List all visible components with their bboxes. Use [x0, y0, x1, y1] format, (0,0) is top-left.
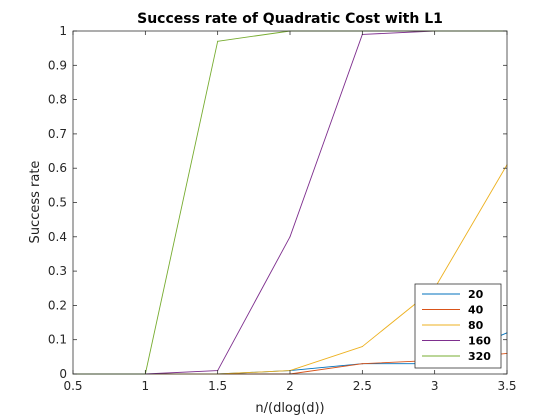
y-tick-label: 0.6	[48, 161, 67, 175]
x-tick-label: 2	[286, 379, 294, 393]
legend-entry-80: 80	[468, 319, 484, 332]
y-tick-label: 0.8	[48, 93, 67, 107]
y-tick-label: 0.9	[48, 58, 67, 72]
legend-entry-40: 40	[468, 304, 484, 317]
ticks-layer: 0.5 1 1.5 2 2.5 3 3.5 0 0.1 0.2 0.3 0.4 0.5 0.6 0.7 0.8…	[48, 24, 517, 393]
y-tick-label: 0.3	[48, 264, 67, 278]
y-tick-label: 0.4	[48, 230, 67, 244]
legend-entry-320: 320	[468, 350, 491, 363]
data-point-40	[361, 363, 363, 365]
legend: 20 40 80 160 320	[414, 283, 502, 369]
legend-box	[414, 283, 502, 369]
y-tick-label: 0.1	[48, 333, 67, 347]
x-tick-label: 2.5	[353, 379, 372, 393]
y-tick-label: 0	[59, 367, 67, 381]
y-tick-label: 0.5	[48, 196, 67, 210]
y-tick-label: 1	[59, 24, 67, 38]
x-tick-label: 1	[142, 379, 150, 393]
y-axis-label: Success rate	[28, 161, 43, 244]
legend-entry-160: 160	[468, 335, 491, 348]
y-tick-label: 0.2	[48, 298, 67, 312]
x-tick-label: 3.5	[497, 379, 516, 393]
data-point-160	[289, 236, 291, 238]
legend-entry-20: 20	[468, 288, 484, 301]
x-tick-label: 1.5	[208, 379, 227, 393]
chart-title: Success rate of Quadratic Cost with L1	[137, 11, 443, 27]
data-point-80	[361, 346, 363, 348]
x-tick-label: 0.5	[63, 379, 82, 393]
y-tick-label: 0.7	[48, 127, 67, 141]
x-axis-label: n/(dlog(d))	[255, 401, 324, 416]
x-tick-label: 3	[431, 379, 439, 393]
data-point-320	[217, 40, 219, 42]
